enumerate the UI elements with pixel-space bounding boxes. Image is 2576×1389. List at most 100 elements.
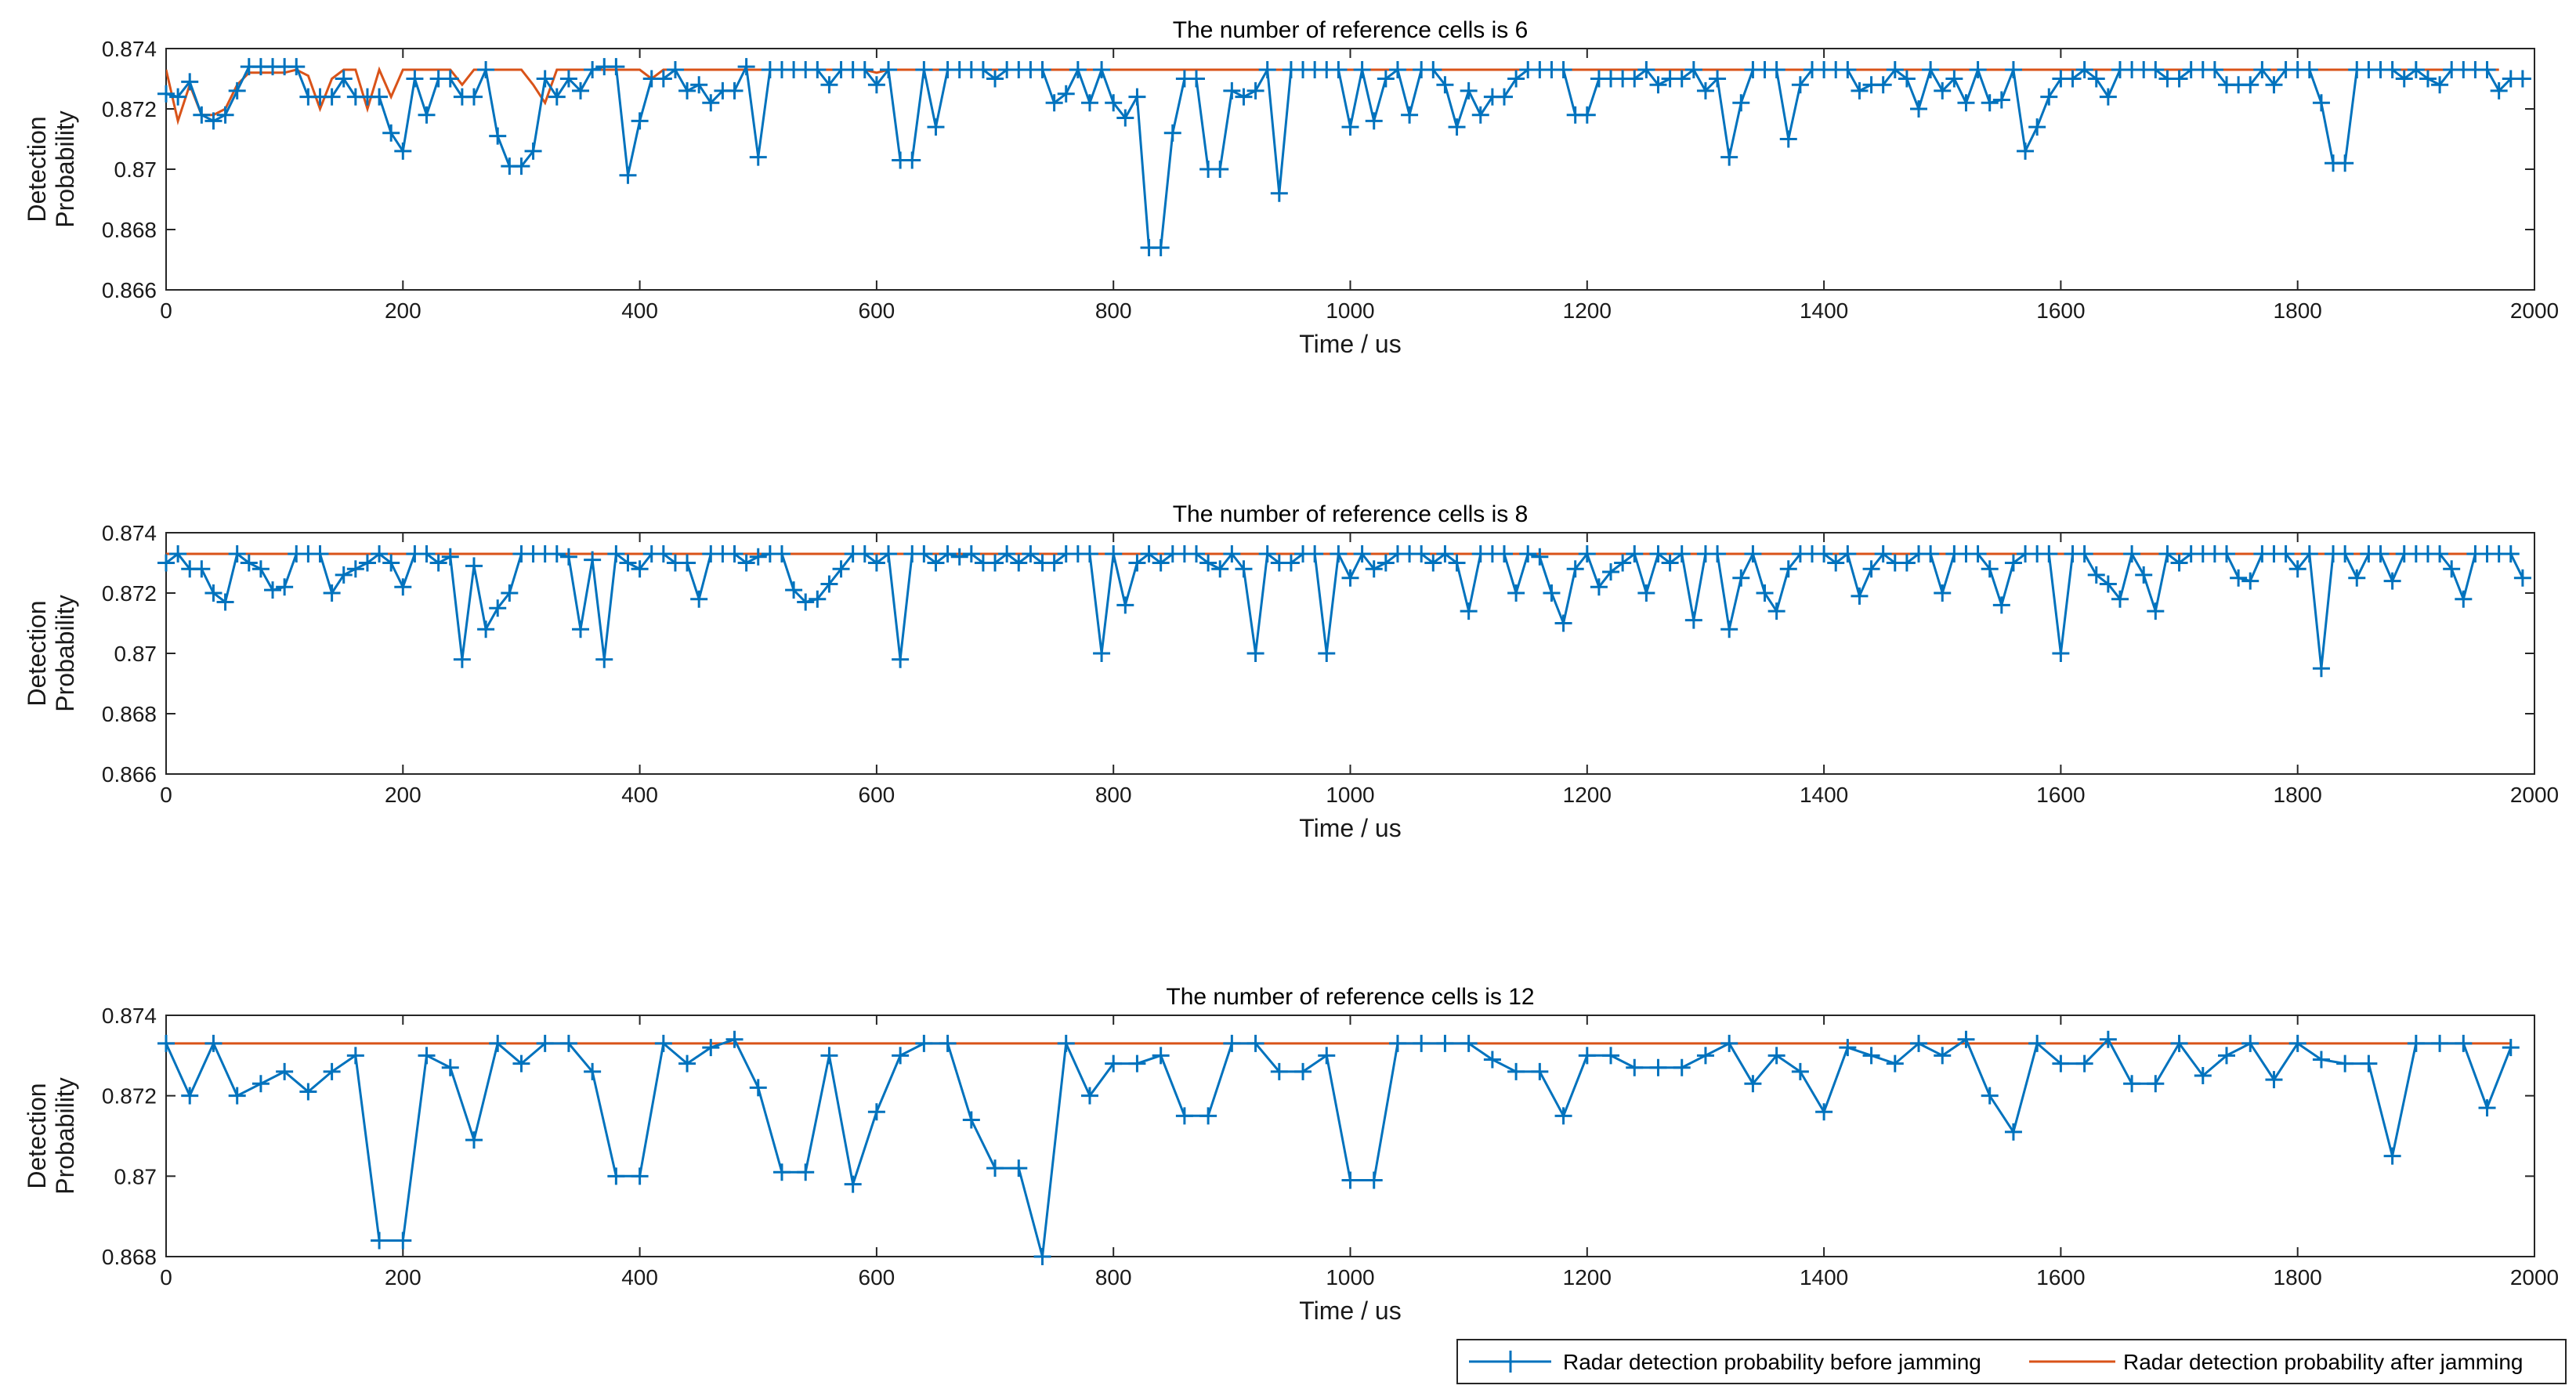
data-point-before: [915, 544, 933, 562]
data-point-before: [1353, 544, 1371, 562]
x-tick-label: 0: [160, 1265, 172, 1290]
data-point-before: [2431, 544, 2449, 562]
x-tick-label: 800: [1095, 783, 1132, 807]
data-point-before: [311, 544, 329, 562]
data-point-before: [394, 142, 412, 160]
data-point-before: [2099, 575, 2117, 593]
data-point-before: [441, 548, 459, 566]
data-point-before: [465, 557, 483, 575]
data-point-before: [856, 60, 874, 78]
chart-title: The number of reference cells is 12: [1166, 984, 1534, 1010]
data-point-before: [1045, 554, 1063, 572]
data-point-before: [2241, 76, 2259, 94]
x-tick-label: 1200: [1563, 298, 1612, 323]
data-point-before: [607, 544, 625, 562]
data-point-before: [1578, 1047, 1596, 1065]
x-tick-label: 200: [385, 783, 421, 807]
y-tick-label: 0.866: [102, 762, 157, 787]
data-point-before: [1910, 1034, 1928, 1052]
data-point-before: [1116, 109, 1134, 127]
data-point-before: [820, 1047, 838, 1065]
data-point-before: [1815, 544, 1833, 562]
data-point-before: [1306, 544, 1324, 562]
data-point-before: [1223, 81, 1241, 99]
data-point-before: [2147, 1075, 2165, 1093]
data-point-before: [690, 590, 708, 608]
data-point-before: [2336, 1054, 2354, 1072]
data-point-before: [1163, 124, 1181, 142]
data-point-before: [1709, 70, 1727, 88]
data-point-before: [1673, 70, 1691, 88]
data-point-before: [489, 127, 507, 145]
data-point-before: [1377, 554, 1395, 572]
data-point-before: [2017, 142, 2035, 160]
data-point-before: [1436, 544, 1454, 562]
data-point-before: [2360, 1054, 2378, 1072]
x-tick-label: 1400: [1800, 1265, 1848, 1290]
data-point-before: [1791, 1062, 1809, 1080]
x-tick-label: 1000: [1326, 783, 1374, 807]
data-point-before: [2455, 590, 2473, 608]
x-tick-label: 1800: [2274, 783, 2322, 807]
data-point-before: [1365, 1171, 1383, 1189]
subplot-reference-cells-6: The number of reference cells is 6 0 200 40…: [23, 17, 2559, 358]
data-point-before: [1105, 94, 1123, 112]
data-point-before: [1720, 148, 1738, 166]
data-point-before: [2383, 1147, 2401, 1165]
data-point-before: [572, 81, 590, 99]
x-tick-label: 1200: [1563, 1265, 1612, 1290]
data-point-before: [1602, 563, 1620, 581]
y-tick-label: 0.87: [114, 157, 157, 182]
data-point-before: [2431, 76, 2449, 94]
data-point-before: [1258, 60, 1276, 78]
data-point-before: [1223, 1034, 1241, 1052]
data-point-before: [1969, 60, 1987, 78]
x-tick-label: 1400: [1800, 783, 1848, 807]
x-tick-label: 2000: [2510, 783, 2559, 807]
data-point-before: [1258, 544, 1276, 562]
data-point-before: [1199, 1107, 1217, 1125]
data-point-before: [1543, 584, 1561, 602]
data-point-before: [1436, 1034, 1454, 1052]
data-point-before: [1827, 554, 1845, 572]
data-point-before: [204, 1034, 223, 1052]
data-point-before: [2490, 81, 2508, 99]
data-point-before: [1709, 544, 1727, 562]
data-point-before: [1862, 1047, 1880, 1065]
y-axis-label: DetectionProbability: [23, 110, 79, 227]
data-point-before: [809, 60, 827, 78]
data-point-before: [1507, 1062, 1525, 1080]
data-point-before: [2253, 60, 2271, 78]
data-point-before: [2075, 60, 2093, 78]
x-tick-label: 400: [621, 1265, 658, 1290]
data-point-before: [2052, 645, 2070, 662]
data-point-before: [524, 142, 542, 160]
x-tick-label: 1800: [2274, 1265, 2322, 1290]
data-point-before: [1578, 106, 1596, 124]
legend-before-label: Radar detection probability before jammi…: [1563, 1350, 1981, 1374]
data-point-before: [725, 81, 743, 99]
data-point-before: [1602, 1047, 1620, 1065]
data-point-before: [251, 1075, 270, 1093]
data-point-before: [678, 1054, 696, 1072]
data-point-before: [1531, 548, 1549, 566]
data-point-before: [844, 1175, 862, 1193]
data-point-before: [1684, 60, 1702, 78]
x-tick-label: 1200: [1563, 783, 1612, 807]
data-point-before: [323, 88, 341, 106]
data-point-before: [939, 1034, 957, 1052]
data-point-before: [1318, 645, 1336, 662]
data-point-before: [2075, 1054, 2093, 1072]
data-point-before: [2075, 544, 2093, 562]
data-point-before: [2300, 60, 2318, 78]
data-point-before: [1554, 60, 1572, 78]
data-point-before: [2312, 1051, 2330, 1069]
data-point-before: [915, 60, 933, 78]
data-point-before: [2218, 1047, 2236, 1065]
subplot-reference-cells-12: The number of reference cells is 12 0 200 4…: [23, 984, 2559, 1325]
data-point-before: [1910, 100, 1928, 118]
data-point-before: [2383, 60, 2401, 78]
data-point-before: [559, 1034, 577, 1052]
data-point-before: [1720, 1034, 1738, 1052]
data-point-before: [1152, 554, 1170, 572]
